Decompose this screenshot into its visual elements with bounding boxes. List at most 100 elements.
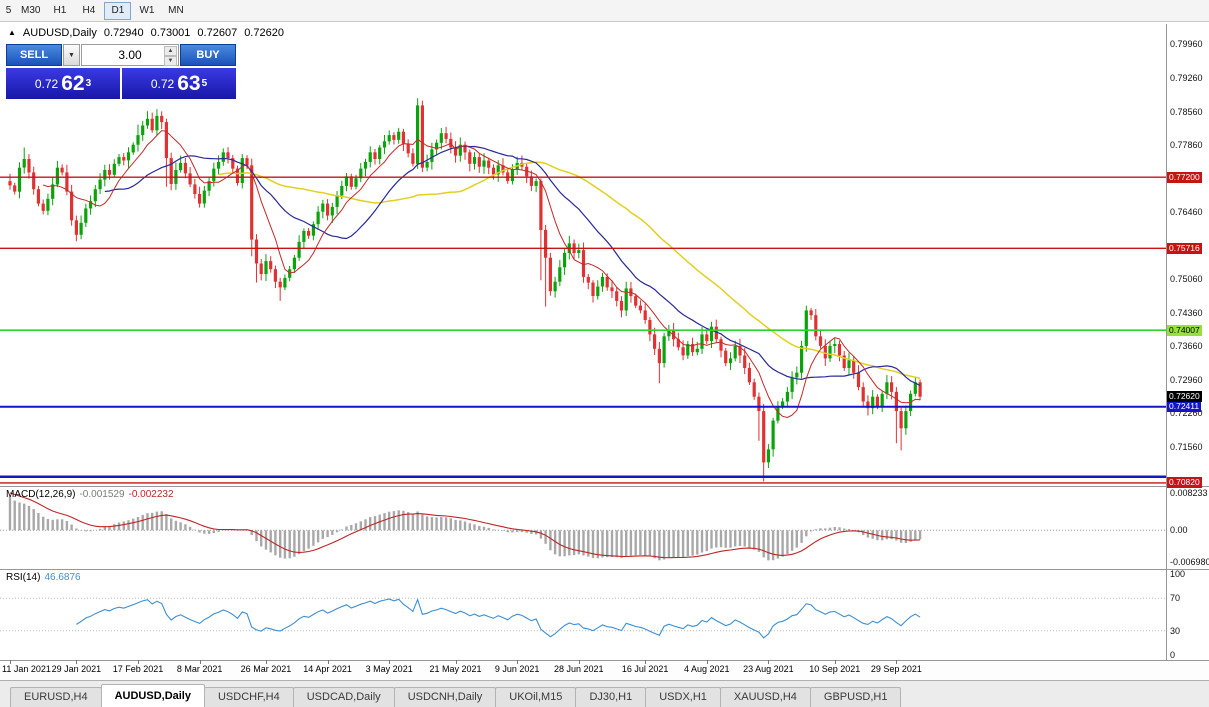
buy-price-big: 63 [177, 72, 201, 95]
date-axis-tick [896, 660, 898, 664]
date-axis-tick [10, 660, 11, 664]
date-axis-label: 11 Jan 2021 [2, 664, 51, 674]
date-axis-tick [199, 660, 201, 664]
price-axis-label: 0.72260 [1170, 408, 1203, 419]
sell-price-prefix: 0.72 [34, 76, 59, 91]
chart-tab-dj30-h1[interactable]: DJ30,H1 [575, 687, 647, 707]
date-axis-tick [389, 660, 391, 664]
date-axis-label: 29 Jan 2021 [51, 664, 102, 674]
buy-price-prefix: 0.72 [150, 76, 175, 91]
rsi-axis-label: 70 [1170, 593, 1181, 604]
date-axis-label: 14 Apr 2021 [303, 664, 352, 674]
timeframe-button-h4[interactable]: H4 [75, 2, 102, 20]
ohlc-high: 0.73001 [150, 27, 191, 39]
one-click-prices: 0.72 62 3 0.72 63 5 [6, 68, 236, 99]
date-axis-tick [834, 660, 836, 664]
date-axis-tick [768, 660, 770, 664]
date-axis-label: 4 Aug 2021 [683, 664, 730, 674]
date-axis-tick [517, 660, 519, 664]
macd-indicator-label: MACD(12,26,9) [6, 489, 76, 500]
pane-separator[interactable] [0, 569, 1209, 570]
price-line-badge: 0.72411 [1167, 401, 1202, 413]
price-chart-pane[interactable] [0, 24, 1166, 486]
price-chart[interactable] [0, 24, 1166, 486]
date-axis-label: 23 Aug 2021 [743, 664, 794, 674]
chart-tab-usdcad-daily[interactable]: USDCAD,Daily [292, 687, 395, 707]
macd-indicator-pane[interactable] [0, 487, 1166, 569]
date-axis-label: 9 Jun 2021 [494, 664, 540, 674]
ohlc-close: 0.72620 [244, 27, 284, 39]
chart-tab-bar: EURUSD,H4 AUDUSD,Daily USDCHF,H4 USDCAD,Dai… [0, 684, 1209, 707]
price-axis-label: 0.77860 [1170, 140, 1203, 151]
chart-tab-usdcnh-daily[interactable]: USDCNH,Daily [393, 687, 497, 707]
price-axis-border [1166, 24, 1167, 680]
chart-symbol-period: AUDUSD,Daily [22, 27, 97, 39]
date-axis-label: 3 May 2021 [365, 664, 413, 674]
macd-header: MACD(12,26,9) -0.001529 -0.002232 [6, 489, 174, 500]
price-axis-label: 0.73660 [1170, 341, 1203, 352]
price-axis-label: 0.79260 [1170, 73, 1203, 84]
macd-axis-label: 0.008233 [1170, 487, 1208, 498]
price-line-badge: 0.75716 [1167, 242, 1202, 254]
sell-price-display[interactable]: 0.72 62 3 [6, 68, 120, 99]
sell-button[interactable]: SELL [6, 44, 62, 66]
date-axis-tick [706, 660, 708, 664]
rsi-value: 46.6876 [44, 572, 81, 583]
date-axis[interactable] [0, 660, 1209, 680]
buy-button[interactable]: BUY [180, 44, 236, 66]
buy-price-display[interactable]: 0.72 63 5 [122, 68, 236, 99]
chart-tab-gbpusd-h1[interactable]: GBPUSD,H1 [809, 687, 902, 707]
price-axis-label: 0.71560 [1170, 441, 1203, 452]
date-axis-label: 17 Feb 2021 [112, 664, 164, 674]
macd-axis-label: -0.006980 [1170, 557, 1209, 568]
price-line-badge: 0.70820 [1167, 477, 1202, 489]
date-axis-label: 26 Mar 2021 [240, 664, 292, 674]
timeframe-button-w1[interactable]: W1 [133, 2, 160, 20]
date-axis-label: 10 Sep 2021 [809, 664, 861, 674]
date-axis-tick [265, 660, 267, 664]
timeframe-button-5[interactable]: 5 [2, 2, 15, 20]
timeframe-button-m30[interactable]: M30 [17, 2, 44, 20]
price-axis-label: 0.78560 [1170, 106, 1203, 117]
macd-axis-label: 0.00 [1170, 525, 1188, 536]
timeframe-toolbar: 5 M30 H1 H4 D1 W1 MN [0, 0, 1209, 22]
chart-tab-usdchf-h4[interactable]: USDCHF,H4 [203, 687, 294, 707]
rsi-chart[interactable] [0, 570, 1166, 659]
price-axis-label: 0.75060 [1170, 274, 1203, 285]
macd-signal-value: -0.002232 [128, 489, 174, 500]
chart-tab-ukoil-m15[interactable]: UKOil,M15 [495, 687, 577, 707]
volume-spinner[interactable]: ▲ ▼ [164, 46, 177, 66]
rsi-indicator-pane[interactable] [0, 570, 1166, 659]
ohlc-low: 0.72607 [197, 27, 238, 39]
volume-value: 3.00 [118, 48, 142, 62]
date-axis-label: 28 Jun 2021 [554, 664, 604, 674]
one-click-controls: SELL ▼ 3.00 ▲ ▼ BUY [6, 44, 236, 66]
volume-input[interactable]: 3.00 ▲ ▼ [81, 44, 179, 66]
timeframe-button-h1[interactable]: H1 [46, 2, 73, 20]
chart-tab-usdx-h1[interactable]: USDX,H1 [645, 687, 721, 707]
date-axis-tick [455, 660, 457, 664]
macd-value: -0.001529 [79, 489, 125, 500]
rsi-indicator-label: RSI(14) [6, 572, 41, 583]
price-line-badge: 0.77200 [1167, 171, 1202, 183]
one-click-trading-panel: SELL ▼ 3.00 ▲ ▼ BUY 0.72 62 3 0.72 63 5 [6, 44, 236, 99]
spin-down-icon[interactable]: ▼ [164, 56, 177, 66]
date-axis-label: 16 Jul 2021 [621, 664, 669, 674]
timeframe-button-mn[interactable]: MN [162, 2, 189, 20]
price-axis-label: 0.72960 [1170, 374, 1203, 385]
sell-price-pipette: 3 [85, 78, 92, 89]
chart-tab-eurusd-h4[interactable]: EURUSD,H4 [10, 687, 102, 707]
macd-chart[interactable] [0, 487, 1166, 569]
spin-up-icon[interactable]: ▲ [164, 46, 177, 56]
chevron-down-icon: ▼ [68, 51, 75, 59]
rsi-header: RSI(14) 46.6876 [6, 572, 81, 583]
date-axis-tick [645, 660, 647, 664]
chart-tab-audusd-daily[interactable]: AUDUSD,Daily [100, 684, 205, 707]
chart-tab-xauusd-h4[interactable]: XAUUSD,H4 [719, 687, 811, 707]
chart-symbol-icon: ▲ [8, 28, 16, 37]
rsi-axis-label: 30 [1170, 625, 1181, 636]
current-price-badge: 0.72620 [1167, 391, 1202, 403]
volume-dropdown-button[interactable]: ▼ [63, 44, 80, 66]
timeframe-button-d1[interactable]: D1 [104, 1, 132, 20]
pane-separator[interactable] [0, 486, 1209, 487]
